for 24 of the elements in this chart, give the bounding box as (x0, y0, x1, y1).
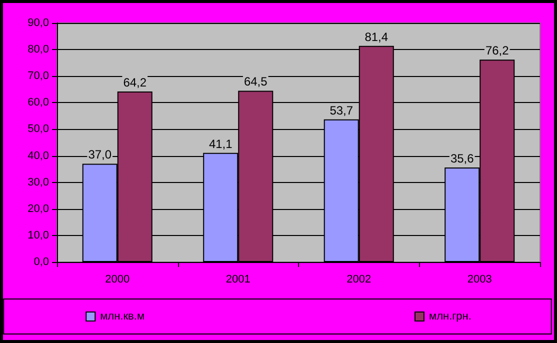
data-label: 64,5 (244, 74, 268, 89)
y-tick-label: 60,0 (28, 96, 49, 109)
legend-label: млн.кв.м (100, 310, 145, 322)
data-label: 35,6 (450, 151, 474, 166)
data-label: 81,4 (364, 30, 388, 44)
y-tick-label: 20,0 (28, 202, 49, 215)
x-tick-label: 2000 (105, 274, 130, 286)
y-tick-label: 30,0 (28, 176, 49, 188)
data-label: 53,7 (330, 103, 354, 118)
data-label: 41,1 (208, 136, 233, 151)
y-tick-label: 90,0 (28, 17, 49, 29)
y-tick-label: 0,0 (34, 256, 49, 268)
legend-label: млн.грн. (429, 310, 472, 322)
x-tick-label: 2001 (226, 274, 250, 286)
y-tick-label: 40,0 (28, 150, 49, 162)
y-tick-label: 80,0 (28, 44, 49, 56)
x-tick-label: 2003 (467, 274, 492, 286)
y-tick-label: 10,0 (28, 229, 49, 242)
data-label: 37,0 (88, 148, 112, 162)
y-tick-label: 50,0 (28, 123, 49, 136)
y-tick-label: 70,0 (28, 70, 49, 82)
data-label: 76,2 (485, 44, 510, 58)
data-label: 64,2 (123, 76, 147, 90)
x-tick-label: 2002 (346, 274, 372, 286)
